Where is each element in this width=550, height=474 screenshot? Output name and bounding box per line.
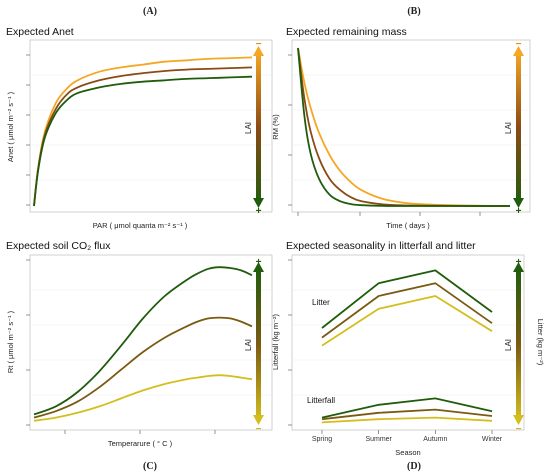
panel-a-plot-area — [29, 39, 273, 213]
panel-d-y-ticks — [288, 259, 292, 426]
panel-b: Expected remaining mass − + LAI Time ( d… — [271, 26, 531, 230]
panel-c-lai-gradient-bar — [256, 267, 261, 421]
panel-a: Expected Anet − + LAI PAR ( μmol quanta … — [6, 26, 273, 230]
panel-a-lai-arrow-top — [253, 46, 264, 56]
panel-c-series-line-1 — [33, 266, 253, 416]
panel-b-title: Expected remaining mass — [286, 26, 407, 38]
panel-b-lai-plus-symbol: + — [516, 206, 522, 217]
panel-c-series-line-2 — [33, 316, 253, 419]
panel-d-series-lines — [321, 269, 493, 424]
panel-letter-c: (C) — [143, 461, 157, 472]
panel-d-lai-arrow-top — [513, 262, 524, 272]
panel-a-series-line-1 — [33, 56, 253, 207]
panel-c-y-axis-label: Rt ( μmol m⁻² s⁻¹ ) — [6, 310, 15, 373]
panel-d-series-line-6 — [321, 416, 493, 424]
panel-d-litter-annotation: Litter — [312, 298, 330, 307]
panel-c-gridlines — [30, 289, 272, 396]
panel-b-lai-minus-symbol: − — [516, 39, 522, 50]
panel-d: Expected seasonality in litterfall and l… — [271, 240, 545, 457]
panel-d-series-line-3 — [321, 295, 493, 347]
panel-b-plot-area — [291, 39, 531, 213]
panel-b-lai-gradient-bar — [516, 52, 521, 204]
panel-c-lai-label: LAI — [244, 339, 253, 351]
panel-d-series-line-4 — [321, 397, 493, 419]
panel-b-y-ticks — [288, 54, 292, 206]
panel-d-x-axis-label: Season — [395, 448, 420, 457]
panel-c-series-lines — [33, 266, 253, 422]
panel-b-series-line-1 — [297, 47, 511, 207]
panel-d-series-line-1 — [321, 269, 493, 329]
panel-d-lai-arrow-bottom — [513, 415, 524, 425]
panel-d-series-line-2 — [321, 282, 493, 339]
panel-d-x-tick-label: Spring — [312, 436, 332, 443]
panel-b-gridlines — [292, 74, 530, 181]
panel-b-lai-label: LAI — [504, 122, 513, 134]
panel-a-lai-minus-symbol: − — [256, 39, 262, 50]
panel-b-series-lines — [297, 47, 511, 207]
panel-d-x-categories: Spring Summer Autumn Winter — [312, 430, 503, 443]
panel-c-title: Expected soil CO₂ flux — [6, 240, 111, 252]
panel-a-series-line-2 — [33, 66, 253, 207]
panel-d-lai-gradient-bar — [516, 267, 521, 421]
panel-c-lai-arrow-bottom — [253, 415, 264, 425]
panel-c-y-ticks — [26, 259, 30, 426]
panel-b-y-axis-label: RM (%) — [271, 114, 280, 140]
panel-c-series-line-3 — [33, 374, 253, 422]
panel-a-series-line-3 — [33, 75, 253, 207]
panel-d-x-tick-label: Winter — [482, 436, 503, 443]
panel-d-series-line-5 — [321, 408, 493, 421]
panel-c-lai-minus-symbol: − — [256, 424, 262, 435]
panel-c-plot-area — [29, 254, 273, 431]
panel-b-series-line-3 — [297, 47, 510, 207]
panel-d-lai-minus-symbol: − — [516, 424, 522, 435]
panel-b-lai-arrow-bottom — [513, 198, 524, 208]
panel-d-lai-label: LAI — [504, 339, 513, 351]
panel-b-x-axis-label: Time ( days ) — [386, 221, 430, 230]
panel-letter-d: (D) — [407, 461, 421, 472]
panel-a-lai-plus-symbol: + — [256, 206, 262, 217]
panel-a-lai-label: LAI — [244, 122, 253, 134]
panel-a-gridlines — [30, 74, 272, 181]
panel-d-litterfall-annotation: Litterfall — [307, 396, 335, 405]
panel-c: Expected soil CO₂ flux + − LAI Temperaru… — [6, 240, 273, 448]
panel-a-series-lines — [33, 56, 253, 207]
panel-a-lai-gradient-bar — [256, 52, 261, 204]
panel-a-y-ticks — [26, 54, 30, 206]
panel-d-x-tick-label: Summer — [365, 436, 392, 443]
panel-c-x-axis-label: Temperarure ( ° C ) — [108, 439, 173, 448]
panel-c-x-ticks — [64, 430, 216, 434]
panel-letter-a: (A) — [143, 6, 157, 17]
panel-d-right-axis-label: Litter (kg m⁻²) — [536, 319, 545, 366]
panel-d-x-tick-label: Autumn — [423, 436, 447, 443]
panel-letter-b: (B) — [407, 6, 420, 17]
panel-a-y-axis-label: Anet ( μmol m⁻² s⁻¹ ) — [6, 91, 15, 162]
panel-c-lai-arrow-top — [253, 262, 264, 272]
panel-b-lai-arrow-top — [513, 46, 524, 56]
panel-a-title: Expected Anet — [6, 26, 74, 38]
panel-d-lai-plus-symbol: + — [516, 257, 522, 268]
panel-c-lai-plus-symbol: + — [256, 257, 262, 268]
panel-d-y-axis-label: Litterfall (kg m⁻²) — [271, 313, 280, 370]
panel-b-x-ticks — [297, 212, 481, 216]
panel-a-lai-arrow-bottom — [253, 198, 264, 208]
panel-d-title: Expected seasonality in litterfall and l… — [286, 240, 476, 252]
panel-a-x-axis-label: PAR ( μmol quanta m⁻² s⁻¹ ) — [93, 221, 188, 230]
